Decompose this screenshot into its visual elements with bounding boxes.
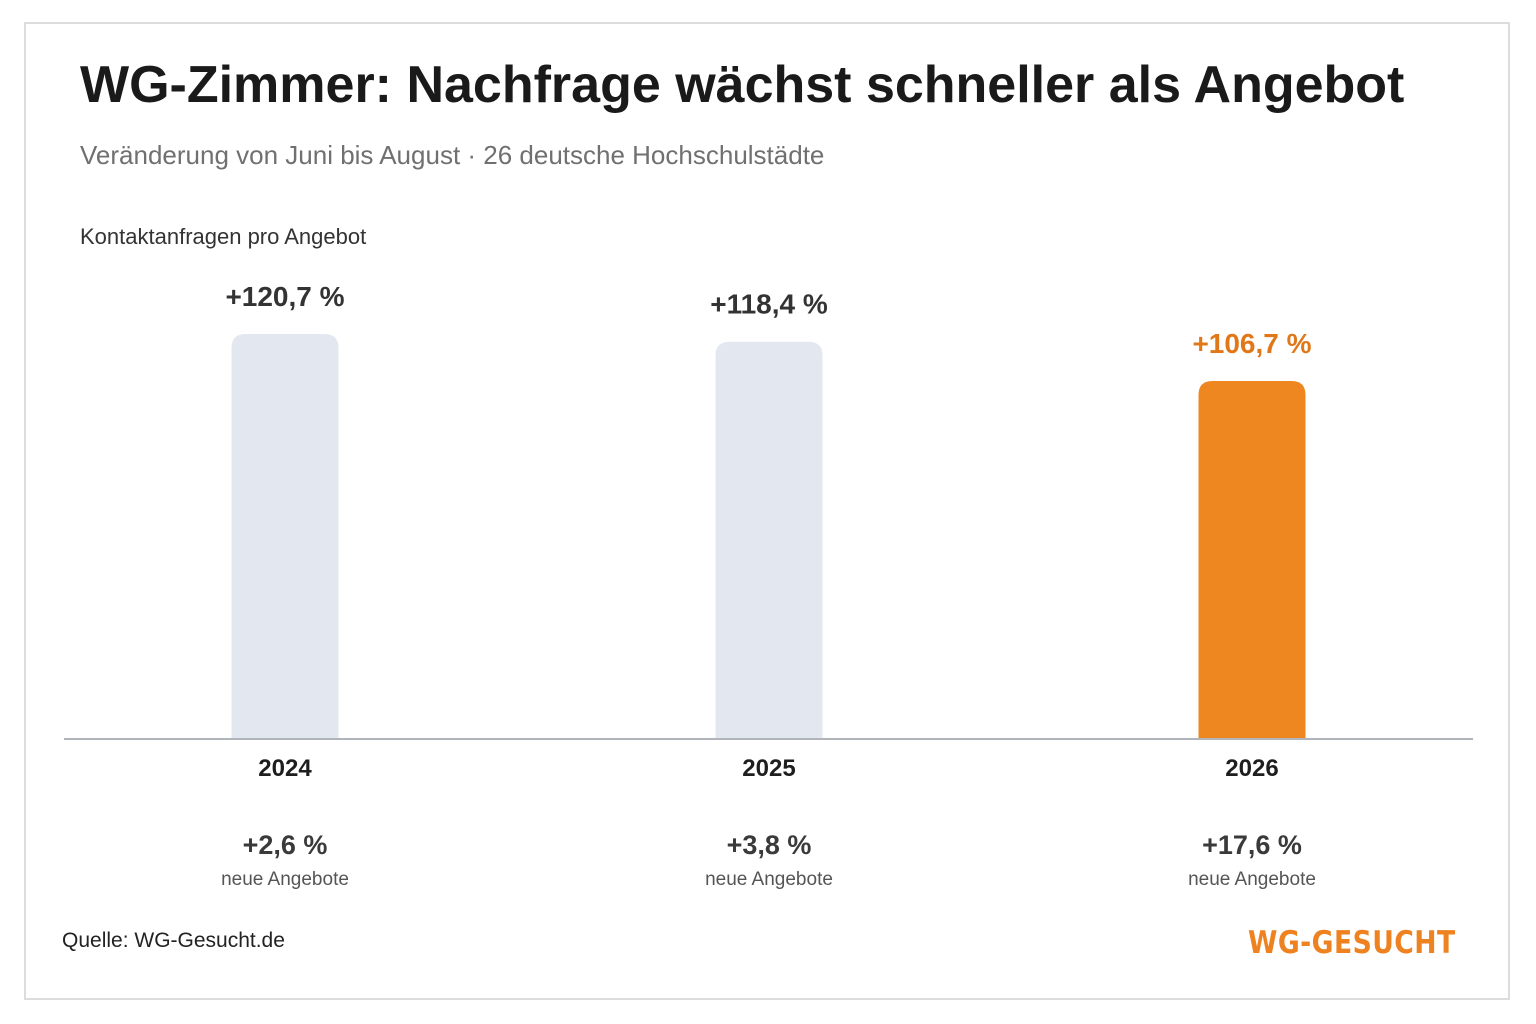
x-tick-label: 2025 [742,755,795,782]
bar-value-label: +106,7 % [1192,328,1311,359]
bar-value-label: +118,4 % [710,289,828,320]
brand-logo: WG-GESUCHT [1248,925,1456,961]
new-offers-value: +2,6 % [242,830,328,860]
y-axis-label: Kontaktanfragen pro Angebot [80,224,367,249]
offer-block-2026: +17,6 % neue Angebote [1132,828,1372,892]
new-offers-label: neue Angebote [705,869,833,890]
bar-2024 [231,334,339,739]
source-note: Quelle: WG-Gesucht.de [62,929,285,952]
x-tick-label: 2024 [258,755,312,782]
bar-2026 [1198,380,1306,739]
chart-subtitle: Veränderung von Juni bis August · 26 deu… [80,140,825,170]
bar-value-label: +120,7 % [225,281,344,312]
x-tick-label: 2026 [1225,755,1278,782]
new-offers-label: neue Angebote [1188,869,1316,890]
new-offers-label: neue Angebote [221,869,349,890]
new-offers-value: +17,6 % [1202,830,1302,860]
chart-title: WG-Zimmer: Nachfrage wächst schneller al… [80,56,1405,114]
bar-2025 [715,341,823,739]
offer-block-2025: +3,8 % neue Angebote [649,828,889,892]
new-offers-value: +3,8 % [726,830,812,860]
offer-block-2024: +2,6 % neue Angebote [165,828,405,892]
